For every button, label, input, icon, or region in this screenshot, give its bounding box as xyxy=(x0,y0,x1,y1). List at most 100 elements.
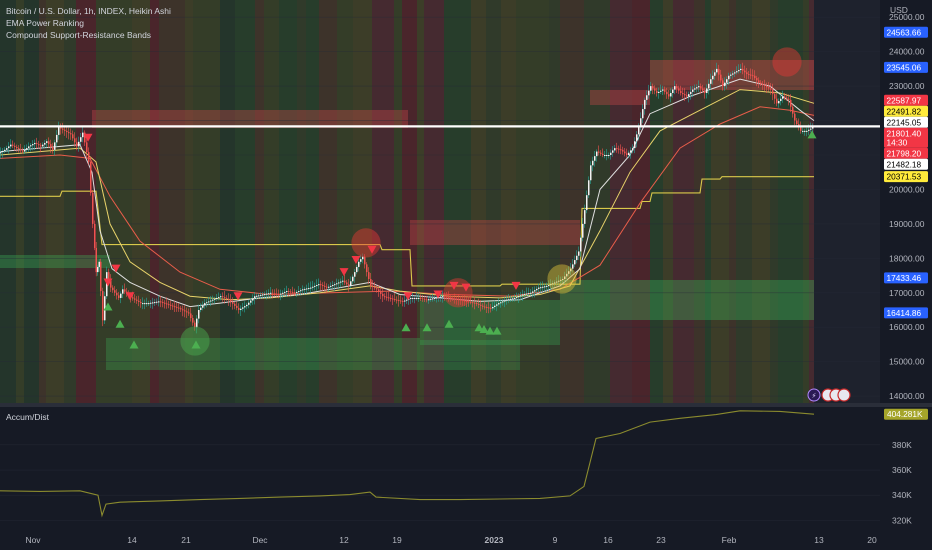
power-band xyxy=(159,0,185,403)
candle-body xyxy=(774,94,776,99)
time-tick-label: 16 xyxy=(603,535,613,545)
price-label-value: 16414.86 xyxy=(887,308,922,318)
candle-body xyxy=(300,290,302,292)
time-axis[interactable]: Nov 14 21 Dec 12 19 2023 9 16 23 Feb 13 20 xyxy=(25,535,877,545)
candle-body xyxy=(370,279,372,286)
power-band xyxy=(337,0,353,403)
price-label-box xyxy=(884,171,928,183)
candle-body xyxy=(97,266,99,273)
power-band xyxy=(778,0,803,403)
candle-body xyxy=(200,307,202,310)
candle-body xyxy=(812,127,814,129)
candle-body xyxy=(282,292,284,294)
price-tick-label: 23000.00 xyxy=(889,81,925,91)
ad-line xyxy=(0,410,815,518)
candle-body xyxy=(712,75,714,80)
power-band xyxy=(736,0,752,403)
candle-body xyxy=(224,297,226,299)
candle-body xyxy=(392,298,394,300)
price-label-box xyxy=(884,94,928,106)
candle-body xyxy=(398,300,400,302)
candle-body xyxy=(368,272,370,279)
us-flag-icon[interactable] xyxy=(837,388,851,402)
candle-body xyxy=(462,300,464,302)
lightning-icon[interactable] xyxy=(807,388,821,402)
candle-body xyxy=(366,264,368,273)
candle-body xyxy=(692,89,694,92)
candle-body xyxy=(356,266,358,273)
candle-body xyxy=(424,298,426,300)
candle-body xyxy=(220,296,222,298)
candle-body xyxy=(466,300,468,302)
candle-body xyxy=(650,86,652,91)
candle-body xyxy=(560,279,562,281)
candle-body xyxy=(288,291,290,293)
signal-circle-yellow xyxy=(547,264,577,294)
sell-signal-marker xyxy=(433,290,443,299)
candle-body xyxy=(98,261,100,267)
candle-body xyxy=(494,305,496,307)
flag-icons[interactable]: ⚡ xyxy=(807,388,851,402)
candle-body xyxy=(316,285,318,287)
buy-signal-marker xyxy=(485,326,495,335)
sr-zone xyxy=(420,340,520,370)
power-band xyxy=(560,0,584,403)
candle-body xyxy=(724,82,726,87)
indicator-ema-power-ranking[interactable]: EMA Power Ranking xyxy=(6,18,84,28)
candle-body xyxy=(678,88,680,91)
accum-dist-axis[interactable]: 320K 340K 360K 380K 404.281K xyxy=(884,408,928,526)
candle-body xyxy=(8,146,10,149)
candle-body xyxy=(40,145,42,147)
candle-body xyxy=(578,251,580,256)
indicator-support-resistance[interactable]: Compound Support-Resistance Bands xyxy=(6,30,152,40)
candle-body xyxy=(490,307,492,309)
candle-body xyxy=(236,305,238,308)
candle-body xyxy=(344,280,346,283)
candle-body xyxy=(702,88,704,91)
candle-body xyxy=(400,300,402,302)
candle-body xyxy=(422,298,424,300)
candle-body xyxy=(626,153,628,155)
candle-body xyxy=(426,299,428,301)
symbol-title[interactable]: Bitcoin / U.S. Dollar, 1h, INDEX, Heikin… xyxy=(6,6,171,16)
candle-body xyxy=(346,282,348,285)
pane-divider[interactable] xyxy=(0,403,932,407)
candle-body xyxy=(124,289,126,292)
candle-body xyxy=(604,155,606,156)
candle-body xyxy=(634,141,636,149)
candle-body xyxy=(488,307,490,309)
candle-body xyxy=(382,293,384,297)
candle-body xyxy=(204,303,206,306)
candle-body xyxy=(272,292,274,294)
power-band xyxy=(650,0,663,403)
candle-body xyxy=(442,296,444,298)
candle-body xyxy=(280,293,282,295)
candle-body xyxy=(222,296,224,298)
price-label-box xyxy=(884,127,928,148)
candle-body xyxy=(146,303,148,305)
candle-body xyxy=(242,307,244,309)
candle-body xyxy=(150,302,152,304)
power-band xyxy=(516,0,527,403)
candle-body xyxy=(276,293,278,295)
candle-body xyxy=(696,87,698,89)
candle-body xyxy=(566,273,568,277)
candle-body xyxy=(592,160,594,166)
candle-body xyxy=(46,141,48,143)
candle-body xyxy=(414,297,416,299)
candle-body xyxy=(722,80,724,87)
price-label-value: 21801.40 xyxy=(887,128,922,138)
power-band xyxy=(549,0,560,403)
candle-body xyxy=(618,148,620,150)
candle-body xyxy=(384,296,386,298)
candle-body xyxy=(358,261,360,267)
candle-body xyxy=(546,285,548,287)
candle-body xyxy=(534,290,536,292)
candle-body xyxy=(800,127,802,131)
candle-body xyxy=(576,255,578,261)
candle-body xyxy=(70,133,72,135)
signal-markers xyxy=(83,130,817,349)
candle-body xyxy=(460,299,462,301)
candle-body xyxy=(510,298,512,300)
